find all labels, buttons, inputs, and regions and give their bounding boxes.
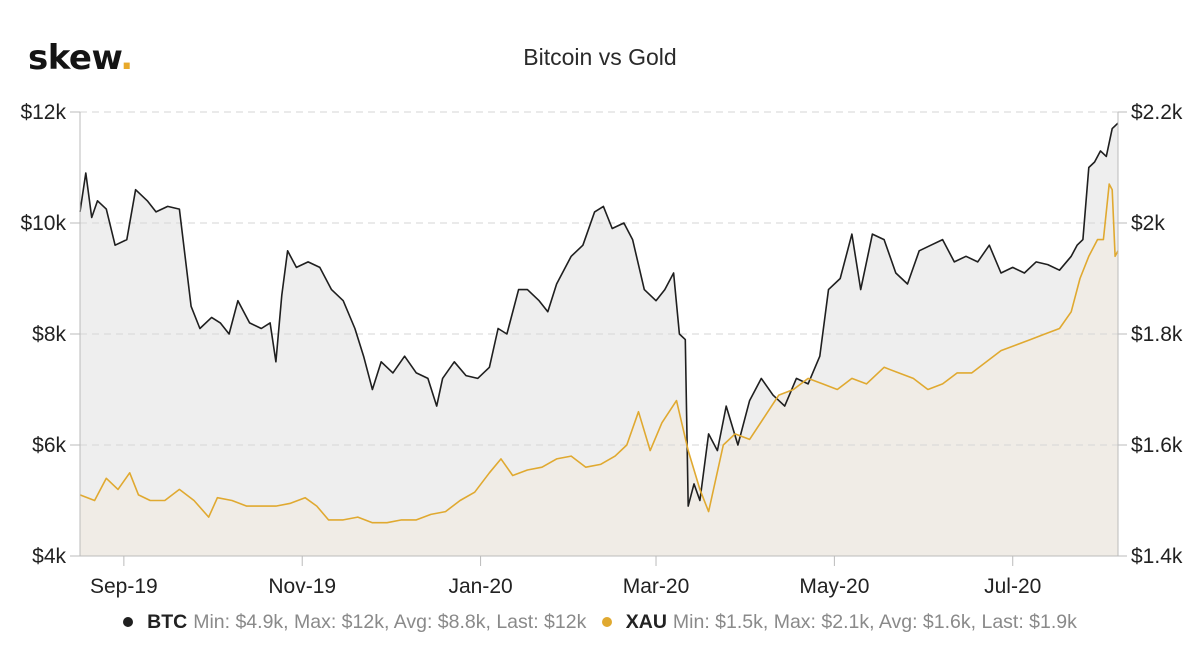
legend-xau-stats: Min: $1.5k, Max: $2.1k, Avg: $1.6k, Last… xyxy=(672,611,1077,633)
x-tick-label: Jan-20 xyxy=(448,575,512,598)
y-left-tick-label: $8k xyxy=(32,323,66,346)
legend-item-btc[interactable]: BTC Min: $4.9k, Max: $12k, Avg: $8.8k, La… xyxy=(123,611,586,634)
btc-line xyxy=(79,122,1119,507)
gridlines xyxy=(80,111,1118,446)
brand-logo: skew. xyxy=(28,38,133,78)
legend-btc-symbol xyxy=(123,616,134,627)
x-tick-label: Mar-20 xyxy=(623,575,690,598)
series-lines xyxy=(79,122,1119,524)
legend-btc-stats: Min: $4.9k, Max: $12k, Avg: $8.8k, Last:… xyxy=(193,611,587,633)
brand-name: skew xyxy=(28,38,121,78)
x-tick-label: May-20 xyxy=(799,575,869,598)
axes xyxy=(70,111,1127,566)
y-right-tick-label: $2k xyxy=(1131,212,1165,235)
y-right-tick-label: $1.4k xyxy=(1131,545,1183,568)
y-right-tick-label: $2.2k xyxy=(1131,101,1183,124)
legend-xau-symbol xyxy=(601,616,612,627)
xau-area xyxy=(80,184,1118,556)
y-right-tick-label: $1.8k xyxy=(1131,323,1183,346)
x-tick-label: Nov-19 xyxy=(268,575,336,598)
x-tick-label: Jul-20 xyxy=(984,575,1041,598)
legend-xau-name: XAU xyxy=(625,611,667,633)
legend: BTC Min: $4.9k, Max: $12k, Avg: $8.8k, La… xyxy=(0,611,1200,634)
tick-labels: $4k $6k $8k $10k $12k $1.4k $1.6k $1.8k $2k $2.2k… xyxy=(20,101,1182,598)
legend-item-xau[interactable]: XAU Min: $1.5k, Max: $2.1k, Avg: $1.6k, L… xyxy=(601,611,1077,634)
brand-dot: . xyxy=(120,38,133,78)
legend-btc-name: BTC xyxy=(147,611,188,633)
chart-title: Bitcoin vs Gold xyxy=(523,44,677,70)
x-tick-label: Sep-19 xyxy=(90,575,158,598)
y-left-tick-label: $4k xyxy=(32,545,66,568)
xau-line xyxy=(79,183,1119,524)
area-fills xyxy=(80,123,1118,556)
y-right-tick-label: $1.6k xyxy=(1131,434,1183,457)
y-left-tick-label: $10k xyxy=(20,212,66,235)
y-left-tick-label: $6k xyxy=(32,434,66,457)
y-left-tick-label: $12k xyxy=(20,101,66,124)
